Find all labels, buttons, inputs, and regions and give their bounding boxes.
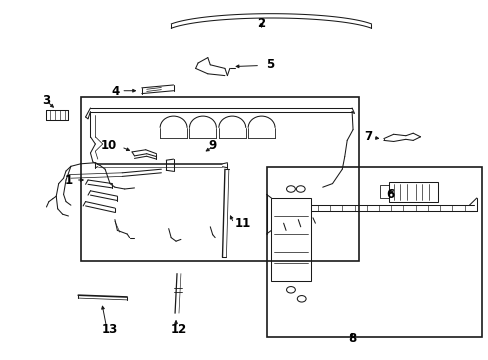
Text: 1: 1	[64, 174, 72, 186]
Text: 5: 5	[266, 58, 274, 71]
Text: 3: 3	[42, 94, 50, 107]
Text: 9: 9	[208, 139, 216, 152]
Bar	[379, 185, 388, 198]
Text: 8: 8	[347, 332, 355, 345]
Text: 12: 12	[170, 323, 186, 336]
Text: 13: 13	[102, 323, 118, 336]
Text: 2: 2	[257, 17, 265, 30]
Bar	[388, 182, 437, 202]
Bar	[81, 97, 359, 261]
Text: 4: 4	[111, 85, 120, 98]
Text: 6: 6	[386, 188, 394, 201]
Text: 11: 11	[234, 217, 250, 230]
Bar	[266, 167, 481, 337]
Text: 7: 7	[364, 130, 372, 143]
Bar	[271, 198, 310, 281]
Text: 10: 10	[101, 139, 117, 152]
